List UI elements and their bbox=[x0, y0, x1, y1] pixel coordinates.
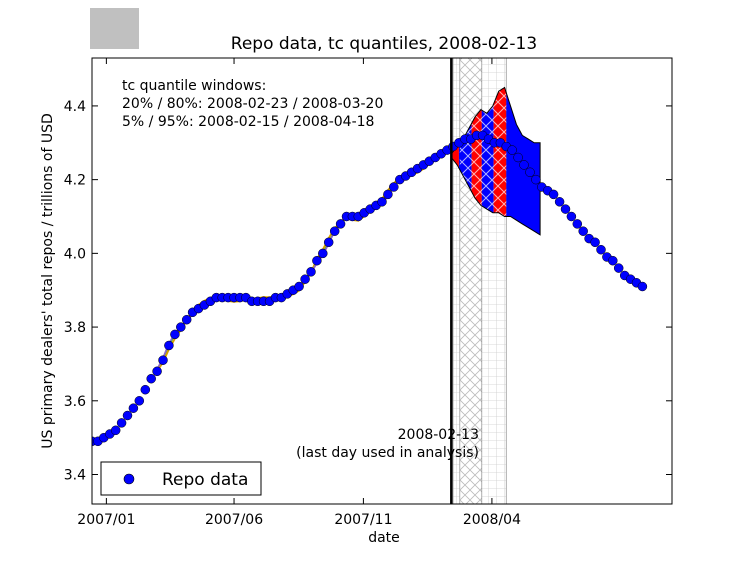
forecast-band bbox=[451, 87, 459, 235]
y-tick-label: 4.2 bbox=[64, 173, 86, 189]
y-tick-label: 3.8 bbox=[64, 320, 86, 336]
legend: Repo data bbox=[100, 461, 262, 496]
data-point bbox=[608, 255, 618, 266]
x-axis-ticks: 2007/01 2007/06 2007/11 2008/04 bbox=[77, 58, 521, 528]
legend-label: Repo data bbox=[162, 470, 248, 490]
data-point bbox=[383, 189, 393, 200]
data-point bbox=[548, 189, 559, 200]
data-point bbox=[110, 425, 121, 436]
fit-curve bbox=[156, 149, 448, 372]
data-point bbox=[377, 197, 387, 207]
data-point bbox=[560, 204, 571, 214]
y-tick-label: 4.4 bbox=[64, 99, 86, 115]
data-point bbox=[306, 267, 316, 277]
data-point bbox=[525, 167, 535, 178]
data-point bbox=[116, 418, 127, 428]
data-point bbox=[519, 160, 529, 170]
data-point bbox=[128, 403, 139, 413]
data-point bbox=[329, 226, 340, 236]
data-point bbox=[572, 219, 583, 229]
data-point bbox=[152, 366, 162, 377]
y-tick-label: 3.6 bbox=[64, 394, 86, 410]
data-point bbox=[578, 226, 588, 236]
forecast-band bbox=[506, 87, 541, 235]
data-point bbox=[335, 219, 346, 229]
data-point bbox=[531, 174, 541, 185]
data-point bbox=[637, 281, 648, 292]
logo-placeholder bbox=[90, 8, 139, 49]
data-point bbox=[170, 329, 180, 340]
data-point bbox=[566, 211, 577, 222]
data-point bbox=[513, 152, 523, 163]
repo-data-points bbox=[92, 130, 648, 447]
y-tick-label: 3.4 bbox=[64, 468, 86, 484]
tc-quantile-annotation: tc quantile windows: 20% / 80%: 2008-02-… bbox=[122, 78, 383, 130]
data-point bbox=[134, 396, 145, 406]
vline-label-date: 2008-02-13 bbox=[398, 427, 479, 443]
data-point bbox=[323, 237, 334, 248]
forecast-outline bbox=[450, 86, 541, 236]
x-tick-label: 2007/11 bbox=[334, 512, 392, 528]
fit-curve bbox=[156, 151, 448, 370]
data-point bbox=[312, 255, 322, 266]
data-point bbox=[590, 237, 600, 248]
vline-label-desc: (last day used in analysis) bbox=[296, 445, 479, 461]
data-point bbox=[389, 182, 399, 192]
y-axis-ticks: 3.4 3.6 3.8 4.0 4.2 4.4 bbox=[64, 99, 672, 484]
data-point bbox=[176, 322, 186, 332]
annotation-line2: 5% / 95%: 2008-02-15 / 2008-04-18 bbox=[122, 114, 374, 130]
x-axis-label: date bbox=[368, 530, 400, 546]
plot-area bbox=[92, 58, 648, 504]
data-point bbox=[596, 244, 606, 255]
data-point bbox=[300, 274, 310, 284]
legend-marker bbox=[123, 473, 135, 485]
annotation-line1: 20% / 80%: 2008-02-23 / 2008-03-20 bbox=[122, 96, 383, 112]
y-axis-label: US primary dealers' total repos / trilli… bbox=[40, 113, 56, 449]
data-point bbox=[181, 314, 192, 325]
data-point bbox=[554, 197, 565, 207]
data-point bbox=[507, 145, 517, 155]
data-point bbox=[164, 340, 174, 351]
x-tick-label: 2007/06 bbox=[205, 512, 263, 528]
data-point bbox=[158, 355, 168, 365]
x-tick-label: 2007/01 bbox=[77, 512, 135, 528]
chart-title: Repo data, tc quantiles, 2008-02-13 bbox=[231, 34, 537, 54]
plot-frame bbox=[91, 57, 673, 505]
data-point bbox=[613, 263, 624, 273]
annotation-heading: tc quantile windows: bbox=[122, 78, 266, 94]
data-point bbox=[294, 281, 304, 292]
data-point bbox=[146, 373, 156, 384]
x-tick-label: 2008/04 bbox=[463, 512, 521, 528]
y-tick-label: 4.0 bbox=[64, 246, 86, 262]
data-point bbox=[318, 248, 328, 259]
data-point bbox=[140, 384, 151, 395]
data-point bbox=[122, 410, 133, 421]
fit-curve bbox=[156, 151, 448, 370]
